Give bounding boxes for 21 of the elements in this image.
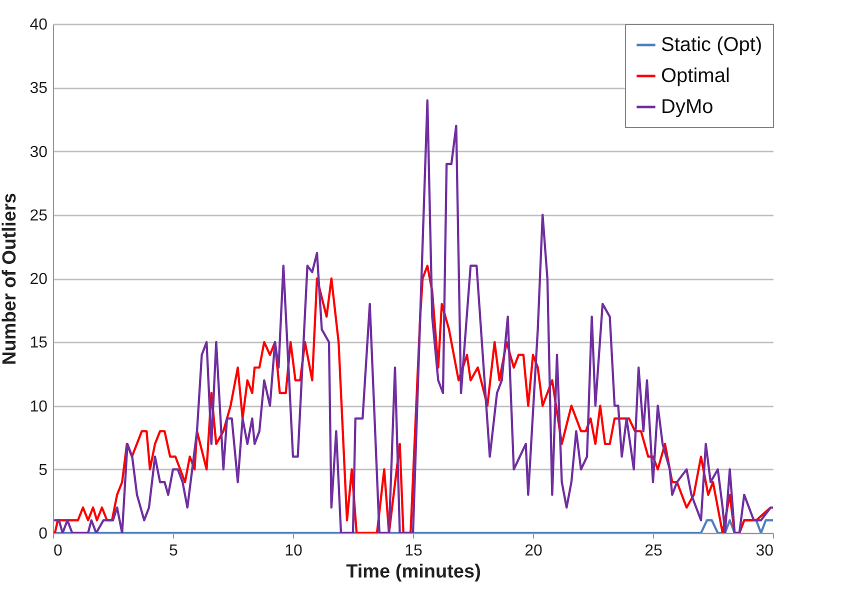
- x-tick-label: 30: [756, 542, 774, 560]
- y-tick-label: 40: [30, 16, 48, 34]
- y-tick-label: 10: [30, 398, 48, 416]
- y-tick-label: 20: [30, 271, 48, 288]
- legend-label: Static (Opt): [661, 34, 762, 56]
- x-tick-label: 5: [169, 542, 178, 560]
- x-axis-title: Time (minutes): [346, 562, 481, 582]
- x-tick-label: 15: [404, 542, 422, 560]
- y-tick-label: 30: [30, 144, 48, 161]
- x-tick-label: 10: [284, 542, 302, 560]
- x-tick-label: 20: [524, 542, 542, 560]
- y-tick-label: 25: [30, 207, 48, 224]
- y-tick-label: 35: [30, 80, 48, 98]
- legend-label: Optimal: [661, 65, 730, 87]
- y-tick-label: 5: [38, 462, 48, 479]
- y-tick-label: 0: [38, 526, 48, 542]
- x-tick-label: 0: [54, 542, 62, 560]
- y-tick-label: 15: [30, 334, 48, 352]
- x-tick-label: 25: [644, 542, 662, 560]
- y-axis-title: Number of Outliers: [0, 192, 21, 366]
- legend-label: DyMo: [661, 96, 714, 118]
